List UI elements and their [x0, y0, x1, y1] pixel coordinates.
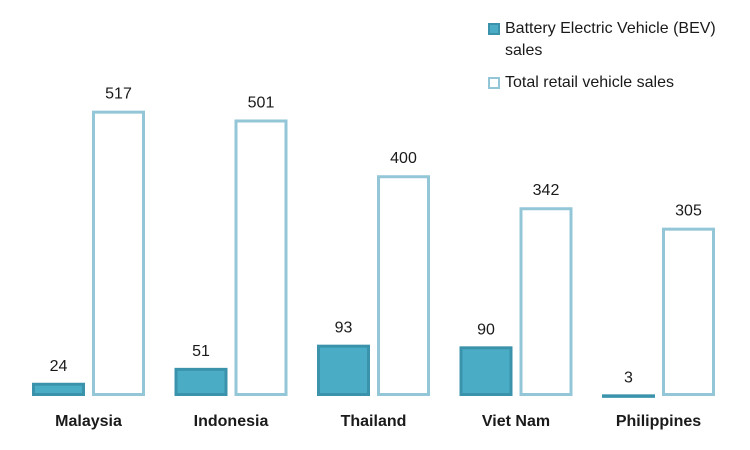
data-label-bev-viet-nam: 90: [477, 321, 495, 338]
legend: Battery Electric Vehicle (BEV) sales Tot…: [488, 18, 738, 104]
category-label-thailand: Thailand: [341, 413, 407, 430]
category-label-malaysia: Malaysia: [55, 413, 122, 430]
category-label-indonesia: Indonesia: [194, 413, 269, 430]
data-label-total-thailand: 400: [390, 150, 417, 167]
bar-total-thailand: [377, 175, 430, 396]
bar-bev-philippines: [602, 394, 655, 398]
data-label-bev-malaysia: 24: [50, 358, 68, 375]
bar-bev-thailand: [317, 344, 370, 396]
bar-bev-viet-nam: [459, 346, 513, 397]
legend-item-total: Total retail vehicle sales: [488, 72, 738, 94]
bar-bev-indonesia: [174, 367, 228, 397]
data-label-bev-thailand: 93: [335, 320, 353, 337]
bar-total-philippines: [662, 227, 715, 396]
bar-bev-malaysia: [32, 382, 85, 396]
legend-item-bev: Battery Electric Vehicle (BEV) sales: [488, 18, 738, 62]
bar-total-viet-nam: [519, 207, 573, 396]
legend-label-total: Total retail vehicle sales: [505, 74, 674, 91]
data-label-total-philippines: 305: [675, 203, 702, 220]
data-label-total-malaysia: 517: [105, 86, 132, 103]
data-label-total-indonesia: 501: [248, 94, 275, 111]
category-label-philippines: Philippines: [616, 413, 701, 430]
data-label-bev-philippines: 3: [624, 369, 633, 386]
bar-total-malaysia: [92, 110, 145, 397]
legend-swatch-bev: [488, 23, 500, 35]
category-label-viet-nam: Viet Nam: [482, 413, 550, 430]
data-label-total-viet-nam: 342: [533, 182, 560, 199]
data-label-bev-indonesia: 51: [192, 343, 210, 360]
bar-total-indonesia: [234, 119, 288, 396]
legend-swatch-total: [488, 77, 500, 89]
legend-label-bev: Battery Electric Vehicle (BEV) sales: [505, 20, 716, 59]
